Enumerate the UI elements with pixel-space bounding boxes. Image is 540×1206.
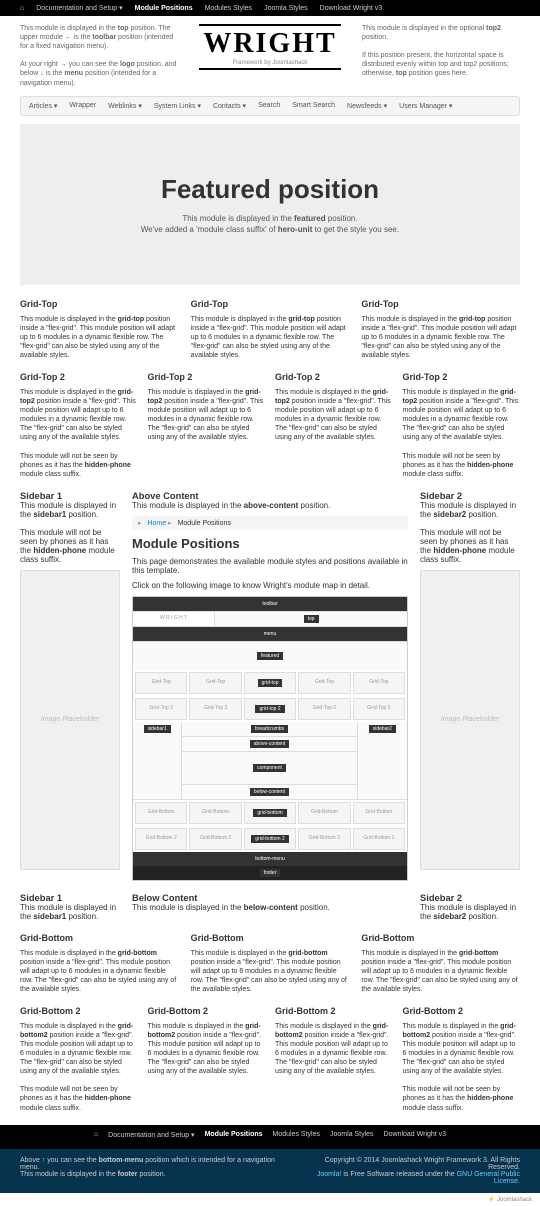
topnav-item[interactable]: Download Wright v3 xyxy=(320,5,383,12)
nav-item[interactable]: Contacts ▾ xyxy=(213,102,246,110)
topnav-item[interactable]: Modules Styles xyxy=(205,5,252,12)
topnav-item-active[interactable]: Module Positions xyxy=(135,5,193,12)
top2-position-text: This module is displayed in the optional… xyxy=(362,24,520,88)
nav-item[interactable]: Newsfeeds ▾ xyxy=(347,102,387,110)
footer: Above ↑ you can see the bottom-menu posi… xyxy=(0,1149,540,1193)
nav-item[interactable]: Wrapper xyxy=(69,102,96,110)
footer-nav-item[interactable]: Joomla Styles xyxy=(330,1131,374,1139)
below-row: Sidebar 1This module is displayed in the… xyxy=(20,893,520,921)
hero-title: Featured position xyxy=(40,174,500,205)
credit: ⚡ Joomlashack xyxy=(0,1193,540,1206)
home-icon[interactable]: ⌂ xyxy=(94,1131,98,1139)
footer-nav-item[interactable]: Documentation and Setup ▾ xyxy=(108,1131,194,1139)
nav-item[interactable]: Search xyxy=(258,102,280,110)
topbar: ⌂ Documentation and Setup ▾ Module Posit… xyxy=(0,0,540,16)
image-placeholder: Image Placeholder xyxy=(420,570,520,870)
footer-left: Above ↑ you can see the bottom-menu posi… xyxy=(20,1157,292,1185)
header: This module is displayed in the top posi… xyxy=(20,16,520,96)
nav-item[interactable]: System Links ▾ xyxy=(154,102,201,110)
grid-bottom-row: Grid-BottomThis module is displayed in t… xyxy=(20,933,520,994)
nav-item[interactable]: Smart Search xyxy=(292,102,335,110)
sidebar1: Sidebar 1 This module is displayed in th… xyxy=(20,491,120,881)
nav-item[interactable]: Articles ▾ xyxy=(29,102,57,110)
footer-menu: ⌂ Documentation and Setup ▾ Module Posit… xyxy=(0,1125,540,1149)
page-title: Module Positions xyxy=(132,536,408,551)
sidebar2: Sidebar 2 This module is displayed in th… xyxy=(420,491,520,881)
nav-item[interactable]: Weblinks ▾ xyxy=(108,102,142,110)
breadcrumb-home[interactable]: Home xyxy=(147,520,166,527)
footer-nav-item[interactable]: Download Wright v3 xyxy=(384,1131,447,1139)
nav-item[interactable]: Users Manager ▾ xyxy=(399,102,452,110)
grid-top-row: Grid-TopThis module is displayed in the … xyxy=(20,299,520,360)
main-content-row: Sidebar 1 This module is displayed in th… xyxy=(20,491,520,881)
footer-nav-item[interactable]: Modules Styles xyxy=(273,1131,320,1139)
main-content: Above Content This module is displayed i… xyxy=(132,491,408,881)
breadcrumb-current: Module Positions xyxy=(178,520,231,527)
top-position-text: This module is displayed in the top posi… xyxy=(20,24,178,88)
image-placeholder: Image Placeholder xyxy=(20,570,120,870)
logo[interactable]: WRIGHT Framework by Joomlashack xyxy=(190,24,350,88)
footer-nav-item-active[interactable]: Module Positions xyxy=(205,1131,263,1139)
topnav-item[interactable]: Joomla Styles xyxy=(264,5,308,12)
main-nav: Articles ▾ Wrapper Weblinks ▾ System Lin… xyxy=(20,96,520,116)
grid-bottom2-row: Grid-Bottom 2This module is displayed in… xyxy=(20,1006,520,1113)
footer-right: Copyright © 2014 Joomlashack Wright Fram… xyxy=(292,1157,520,1185)
breadcrumb: ▸ Home ▸ Module Positions xyxy=(132,516,408,530)
breadcrumb-arrow-icon: ▸ xyxy=(138,520,142,527)
top-nav: ⌂ Documentation and Setup ▾ Module Posit… xyxy=(20,4,520,12)
home-icon[interactable]: ⌂ xyxy=(20,5,24,12)
topnav-item[interactable]: Documentation and Setup ▾ xyxy=(36,4,122,12)
module-map-image[interactable]: toolbar W R I G H Ttop menu featured Gri… xyxy=(132,596,408,881)
hero-featured: Featured position This module is display… xyxy=(20,124,520,285)
grid-top2-row: Grid-Top 2This module is displayed in th… xyxy=(20,372,520,479)
